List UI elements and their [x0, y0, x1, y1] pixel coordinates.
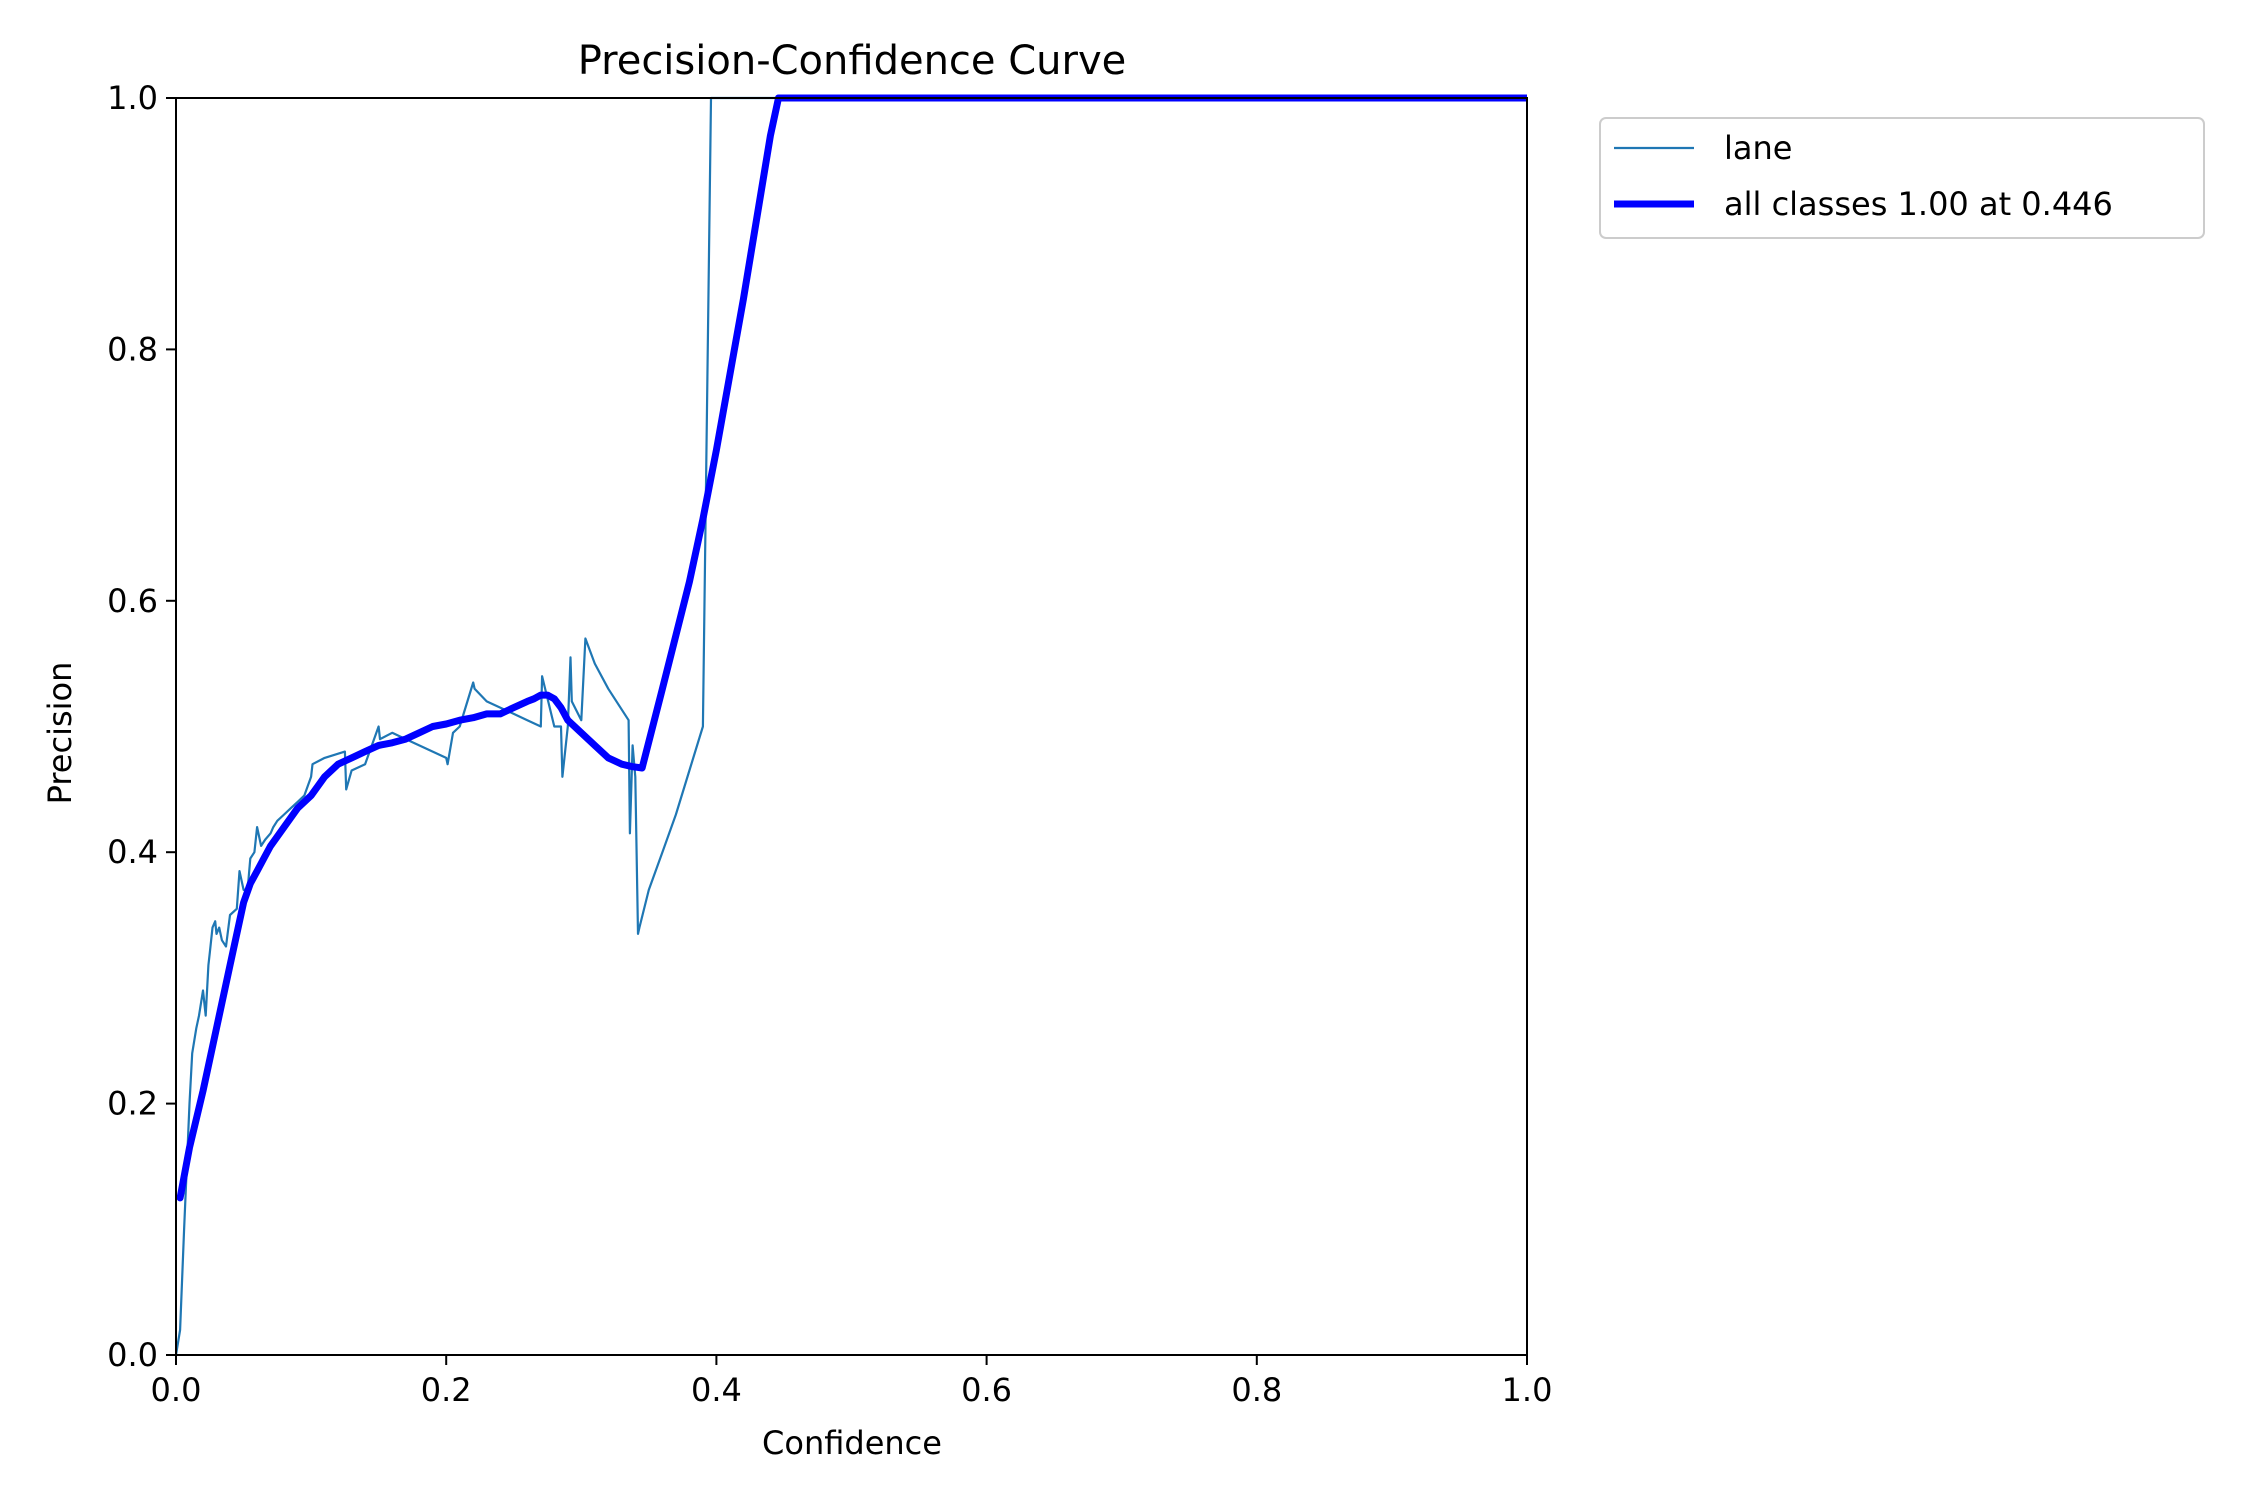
y-tick-label: 0.0	[107, 1336, 158, 1374]
x-tick-label: 1.0	[1502, 1371, 1553, 1409]
legend-label-all-classes: all classes 1.00 at 0.446	[1724, 185, 2113, 223]
x-tick-label: 0.6	[961, 1371, 1012, 1409]
y-tick-label: 0.4	[107, 833, 158, 871]
y-axis-label: Precision	[41, 662, 79, 805]
plot-area: 0.0 0.2 0.4 0.6 0.8 1.0 0.0 0.2 0.4 0.6 0.8 1.0	[107, 79, 1552, 1409]
chart-title: Precision-Confidence Curve	[578, 38, 1127, 84]
legend: lane all classes 1.00 at 0.446	[1599, 117, 2205, 239]
x-axis-label: Confidence	[762, 1424, 942, 1462]
x-tick-label: 0.4	[691, 1371, 742, 1409]
x-tick-label: 0.0	[151, 1371, 202, 1409]
plot-frame	[175, 97, 1528, 1356]
y-tick-label: 0.8	[107, 330, 158, 368]
series-line-lane	[176, 96, 1527, 1357]
series-line-all-classes	[176, 94, 1527, 1202]
x-tick-label: 0.8	[1231, 1371, 1282, 1409]
legend-box	[1599, 117, 2205, 239]
y-tick-label: 0.6	[107, 582, 158, 620]
legend-label-lane: lane	[1724, 129, 1792, 167]
y-tick-label: 1.0	[107, 79, 158, 117]
y-tick-label: 0.2	[107, 1085, 158, 1123]
x-tick-label: 0.2	[421, 1371, 472, 1409]
